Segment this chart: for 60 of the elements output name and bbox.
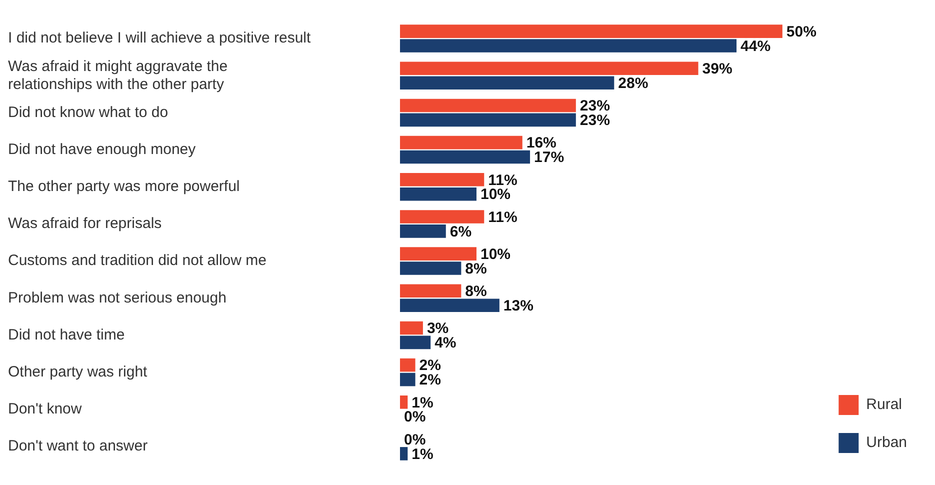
bar: [400, 150, 530, 164]
bar: [400, 298, 500, 312]
bar: [400, 62, 698, 76]
bar: [400, 136, 522, 150]
bar: [400, 24, 782, 38]
y-tick-label: Problem was not serious enough: [8, 289, 226, 306]
data-label: 4%: [434, 334, 456, 352]
bar: [400, 172, 484, 186]
data-label: 17%: [534, 149, 564, 166]
bar: [400, 358, 416, 372]
bar: [400, 321, 423, 335]
data-label: 0%: [404, 431, 426, 448]
data-label: 11%: [488, 172, 518, 189]
data-label: 10%: [480, 186, 511, 204]
data-label: 6%: [450, 223, 472, 240]
bar: [400, 336, 431, 350]
y-tick-label: Did not have time: [8, 326, 125, 344]
data-label: 13%: [503, 297, 534, 314]
data-label: 3%: [426, 320, 449, 338]
data-label: 1%: [412, 446, 434, 463]
y-tick-label: Other party was right: [8, 363, 148, 380]
data-label: 0%: [404, 408, 426, 426]
y-tick-label: Did not have enough money: [8, 140, 196, 158]
data-label: 2%: [419, 372, 441, 389]
data-label: 1%: [412, 394, 434, 412]
data-label: 2%: [419, 357, 441, 374]
data-label: 39%: [702, 60, 732, 78]
bar: [400, 372, 416, 386]
bar: [400, 447, 408, 460]
legend-label: Urban: [866, 434, 908, 452]
data-label: 16%: [526, 134, 556, 152]
legend-label: Rural: [866, 396, 902, 414]
bar: [400, 247, 476, 260]
data-label: 28%: [618, 74, 648, 92]
bar: [400, 98, 576, 112]
data-label: 8%: [465, 260, 487, 278]
y-tick-label: Did not know what to do: [8, 104, 168, 121]
bar: [400, 262, 462, 275]
y-tick-label: Don't know: [8, 400, 82, 418]
y-tick-label: Was afraid for reprisals: [8, 215, 162, 232]
data-label: 23%: [580, 112, 610, 130]
data-label: 44%: [740, 38, 771, 55]
bar: [400, 76, 614, 90]
data-label: 8%: [465, 283, 487, 300]
bar: [400, 39, 737, 52]
bar: [400, 113, 576, 127]
y-tick-label: Customs and tradition did not allow me: [8, 252, 266, 270]
data-label: 50%: [786, 23, 816, 40]
y-tick-label: Don't want to answer: [8, 438, 148, 455]
y-tick-label: Was afraid it might aggravate the relationships with the other party: [8, 58, 228, 93]
data-label: 23%: [580, 98, 610, 115]
bar: [400, 284, 462, 298]
data-label: 10%: [480, 246, 511, 263]
bar: [400, 224, 446, 238]
y-tick-label: The other party was more powerful: [8, 178, 240, 196]
y-tick-label: I did not believe I will achieve a positive result: [8, 30, 312, 47]
bar: [400, 187, 476, 201]
bar: [400, 395, 408, 409]
data-label: 11%: [488, 208, 518, 226]
bar: [400, 210, 484, 224]
